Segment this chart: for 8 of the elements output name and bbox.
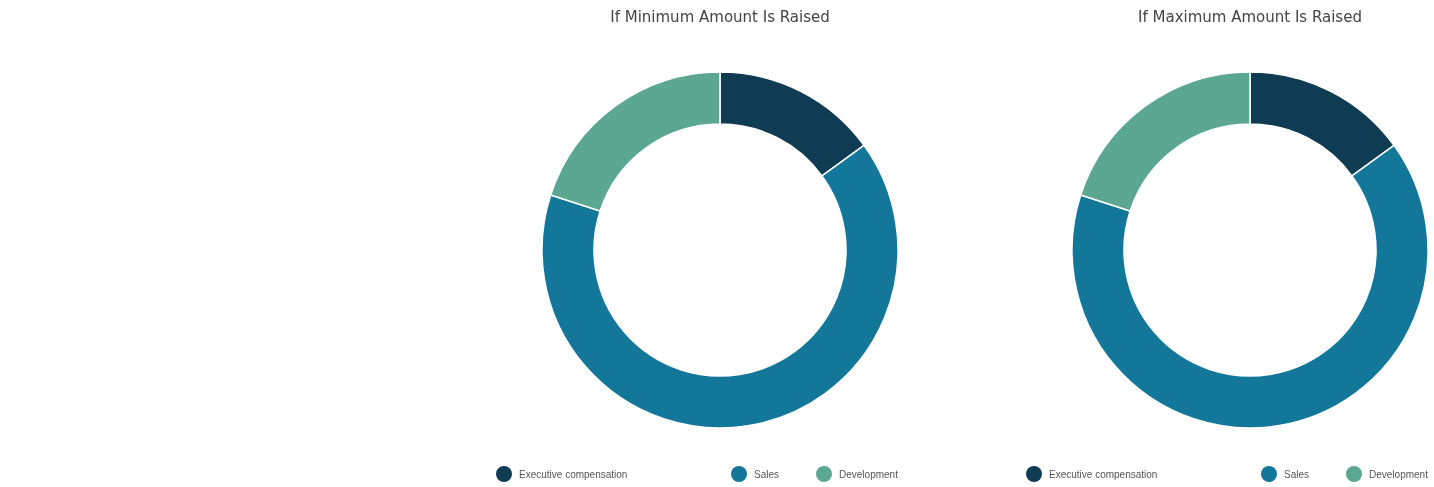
legend-label: Executive compensation (1049, 469, 1158, 480)
chart-title: If Minimum Amount Is Raised (610, 8, 830, 26)
legend-label: Sales (754, 469, 780, 480)
legend-label: Development (1369, 469, 1429, 480)
legend-label: Development (839, 469, 899, 480)
legend-label: Sales (1284, 469, 1310, 480)
chart-title: If Maximum Amount Is Raised (1138, 8, 1362, 26)
legend-label: Executive compensation (519, 469, 628, 480)
